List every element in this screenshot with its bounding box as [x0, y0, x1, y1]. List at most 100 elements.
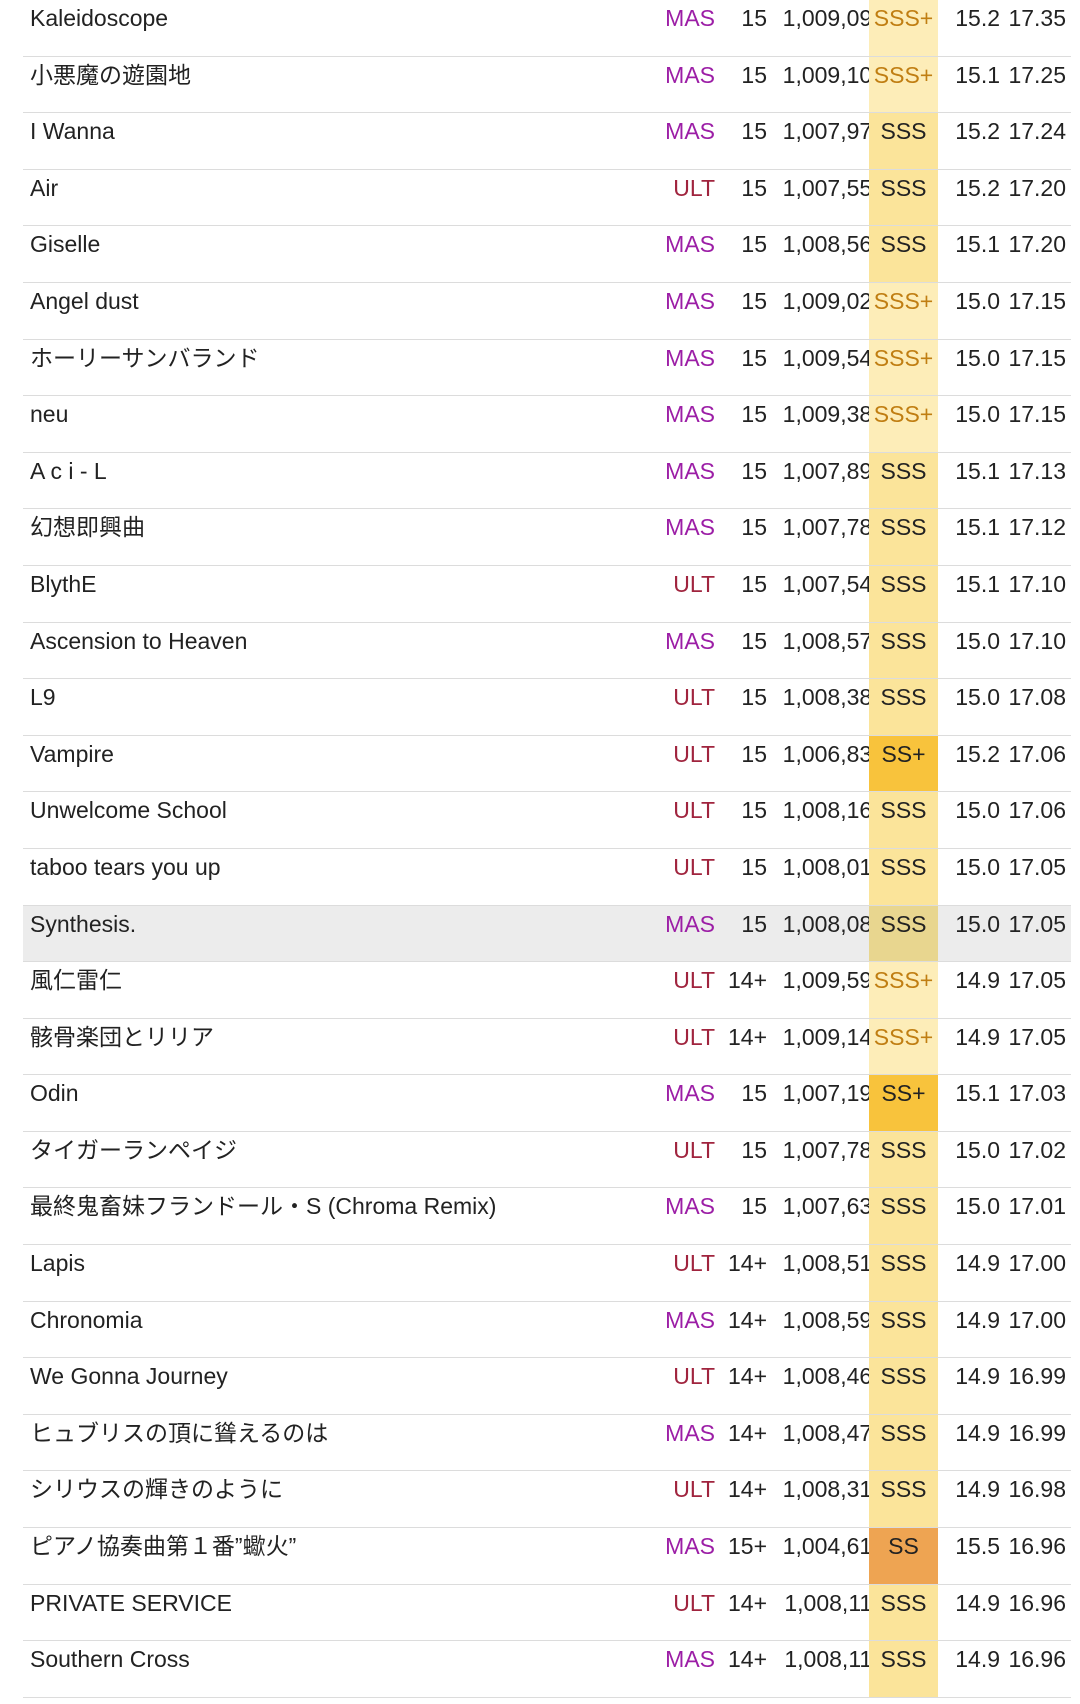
table-row[interactable]: 骸骨楽団とリリア ULT 14+ 1,009,142 SSS+ 14.9 17.…: [23, 1018, 1071, 1076]
table-row[interactable]: Air ULT 15 1,007,551 SSS 15.2 17.20: [23, 169, 1071, 227]
rating-value: 17.02: [1008, 1136, 1066, 1163]
table-row[interactable]: BlythE ULT 15 1,007,549 SSS 15.1 17.10: [23, 565, 1071, 623]
rating-value: 17.06: [1008, 740, 1066, 767]
level-value: 14+: [727, 1646, 767, 1673]
table-row[interactable]: I Wanna MAS 15 1,007,975 SSS 15.2 17.24: [23, 113, 1071, 170]
table-row[interactable]: 風仁雷仁 ULT 14+ 1,009,597 SSS+ 14.9 17.05: [23, 962, 1071, 1019]
song-title: Chronomia: [30, 1306, 143, 1333]
table-row[interactable]: 小悪魔の遊園地 MAS 15 1,009,102 SSS+ 15.1 17.25: [23, 56, 1071, 114]
rank-badge: SSS+: [869, 339, 938, 396]
difficulty-label: ULT: [673, 1250, 715, 1277]
score-value: 1,007,975: [782, 118, 885, 145]
table-row[interactable]: ピアノ協奏曲第１番”蠍火” MAS 15+ 1,004,612 SS 15.5 …: [23, 1528, 1071, 1585]
chart-constant: 14.9: [955, 1419, 1000, 1446]
rating-value: 17.10: [1008, 570, 1066, 597]
chart-constant: 15.0: [955, 684, 1000, 711]
table-row[interactable]: A c i - L MAS 15 1,007,892 SSS 15.1 17.1…: [23, 452, 1071, 510]
rank-badge: SSS: [869, 1414, 938, 1471]
score-value: 1,007,784: [782, 1136, 885, 1163]
table-row[interactable]: We Gonna Journey ULT 14+ 1,008,468 SSS 1…: [23, 1358, 1071, 1415]
chart-constant: 14.9: [955, 967, 1000, 994]
chart-constant: 15.0: [955, 1136, 1000, 1163]
difficulty-label: ULT: [673, 570, 715, 597]
score-value: 1,008,019: [782, 853, 885, 880]
chart-constant: 15.2: [955, 174, 1000, 201]
score-table: Kaleidoscope MAS 15 1,009,090 SSS+ 15.2 …: [23, 0, 1071, 1698]
chart-constant: 14.9: [955, 1023, 1000, 1050]
rating-value: 16.96: [1008, 1589, 1066, 1616]
table-row[interactable]: Kaleidoscope MAS 15 1,009,090 SSS+ 15.2 …: [23, 0, 1071, 57]
table-row[interactable]: Chronomia MAS 14+ 1,008,591 SSS 14.9 17.…: [23, 1301, 1071, 1359]
song-title: A c i - L: [30, 457, 107, 484]
difficulty-label: MAS: [665, 1419, 715, 1446]
difficulty-label: ULT: [673, 1363, 715, 1390]
rank-badge: SSS+: [869, 396, 938, 452]
difficulty-label: MAS: [665, 1080, 715, 1107]
difficulty-label: ULT: [673, 174, 715, 201]
rank-badge: SSS: [869, 1131, 938, 1188]
table-row[interactable]: Ascension to Heaven MAS 15 1,008,570 SSS…: [23, 622, 1071, 680]
table-row[interactable]: ホーリーサンバランド MAS 15 1,009,544 SSS+ 15.0 17…: [23, 339, 1071, 397]
rank-badge: SSS: [869, 1641, 938, 1697]
table-row[interactable]: Giselle MAS 15 1,008,568 SSS 15.1 17.20: [23, 226, 1071, 283]
rating-value: 17.20: [1008, 174, 1066, 201]
score-value: 1,004,612: [782, 1533, 885, 1560]
level-value: 15: [741, 174, 767, 201]
score-value: 1,008,591: [782, 1306, 885, 1333]
table-row[interactable]: Synthesis. MAS 15 1,008,086 SSS 15.0 17.…: [23, 905, 1071, 963]
table-row[interactable]: Unwelcome School ULT 15 1,008,163 SSS 15…: [23, 792, 1071, 849]
difficulty-label: MAS: [665, 457, 715, 484]
score-value: 1,009,544: [782, 344, 885, 371]
table-row[interactable]: Southern Cross MAS 14+ 1,008,116 SSS 14.…: [23, 1641, 1071, 1698]
table-row[interactable]: PRIVATE SERVICE ULT 14+ 1,008,114 SSS 14…: [23, 1584, 1071, 1642]
table-row[interactable]: neu MAS 15 1,009,383 SSS+ 15.0 17.15: [23, 396, 1071, 453]
score-value: 1,009,090: [782, 5, 885, 31]
rating-value: 17.15: [1008, 401, 1066, 428]
level-value: 14+: [727, 967, 767, 994]
rating-value: 17.12: [1008, 514, 1066, 541]
level-value: 15: [741, 853, 767, 880]
difficulty-label: ULT: [673, 1136, 715, 1163]
table-row[interactable]: Vampire ULT 15 1,006,832 SS+ 15.2 17.06: [23, 735, 1071, 793]
table-row[interactable]: Lapis ULT 14+ 1,008,513 SSS 14.9 17.00: [23, 1245, 1071, 1302]
table-row[interactable]: L9 ULT 15 1,008,380 SSS 15.0 17.08: [23, 679, 1071, 736]
song-title: Air: [30, 174, 59, 201]
table-row[interactable]: taboo tears you up ULT 15 1,008,019 SSS …: [23, 848, 1071, 906]
chart-constant: 15.1: [955, 570, 1000, 597]
rank-badge: SSS+: [869, 282, 938, 339]
chart-constant: 15.0: [955, 910, 1000, 937]
rank-badge: SSS: [869, 1471, 938, 1528]
table-row[interactable]: タイガーランペイジ ULT 15 1,007,784 SSS 15.0 17.0…: [23, 1131, 1071, 1189]
song-title: ホーリーサンバランド: [30, 344, 260, 371]
level-value: 15: [741, 1193, 767, 1220]
level-value: 14+: [727, 1023, 767, 1050]
difficulty-label: MAS: [665, 627, 715, 654]
rating-value: 17.05: [1008, 910, 1066, 937]
chart-constant: 14.9: [955, 1589, 1000, 1616]
table-row[interactable]: Odin MAS 15 1,007,191 SS+ 15.1 17.03: [23, 1075, 1071, 1132]
difficulty-label: ULT: [673, 1476, 715, 1503]
song-title: We Gonna Journey: [30, 1363, 228, 1390]
score-value: 1,008,380: [782, 684, 885, 711]
table-row[interactable]: シリウスの輝きのように ULT 14+ 1,008,317 SSS 14.9 1…: [23, 1471, 1071, 1529]
table-row[interactable]: 最終鬼畜妹フランドール・S (Chroma Remix) MAS 15 1,00…: [23, 1188, 1071, 1246]
score-value: 1,009,142: [782, 1023, 885, 1050]
table-row[interactable]: 幻想即興曲 MAS 15 1,007,785 SSS 15.1 17.12: [23, 509, 1071, 566]
rank-badge: SSS+: [869, 1018, 938, 1075]
song-title: Ascension to Heaven: [30, 627, 248, 654]
chart-constant: 15.1: [955, 457, 1000, 484]
rank-badge: SSS: [869, 622, 938, 679]
level-value: 15: [741, 118, 767, 145]
chart-constant: 15.0: [955, 797, 1000, 824]
difficulty-label: MAS: [665, 118, 715, 145]
table-row[interactable]: Angel dust MAS 15 1,009,028 SSS+ 15.0 17…: [23, 282, 1071, 340]
song-title: Kaleidoscope: [30, 5, 169, 31]
rank-badge: SSS: [869, 113, 938, 169]
rating-value: 17.20: [1008, 231, 1066, 258]
rank-badge: SS+: [869, 1075, 938, 1131]
table-row[interactable]: ヒュブリスの頂に聳えるのは MAS 14+ 1,008,476 SSS 14.9…: [23, 1414, 1071, 1472]
rank-badge: SSS: [869, 1358, 938, 1414]
score-value: 1,009,102: [782, 61, 885, 88]
score-value: 1,007,549: [782, 570, 885, 597]
rank-badge: SSS+: [869, 0, 938, 56]
